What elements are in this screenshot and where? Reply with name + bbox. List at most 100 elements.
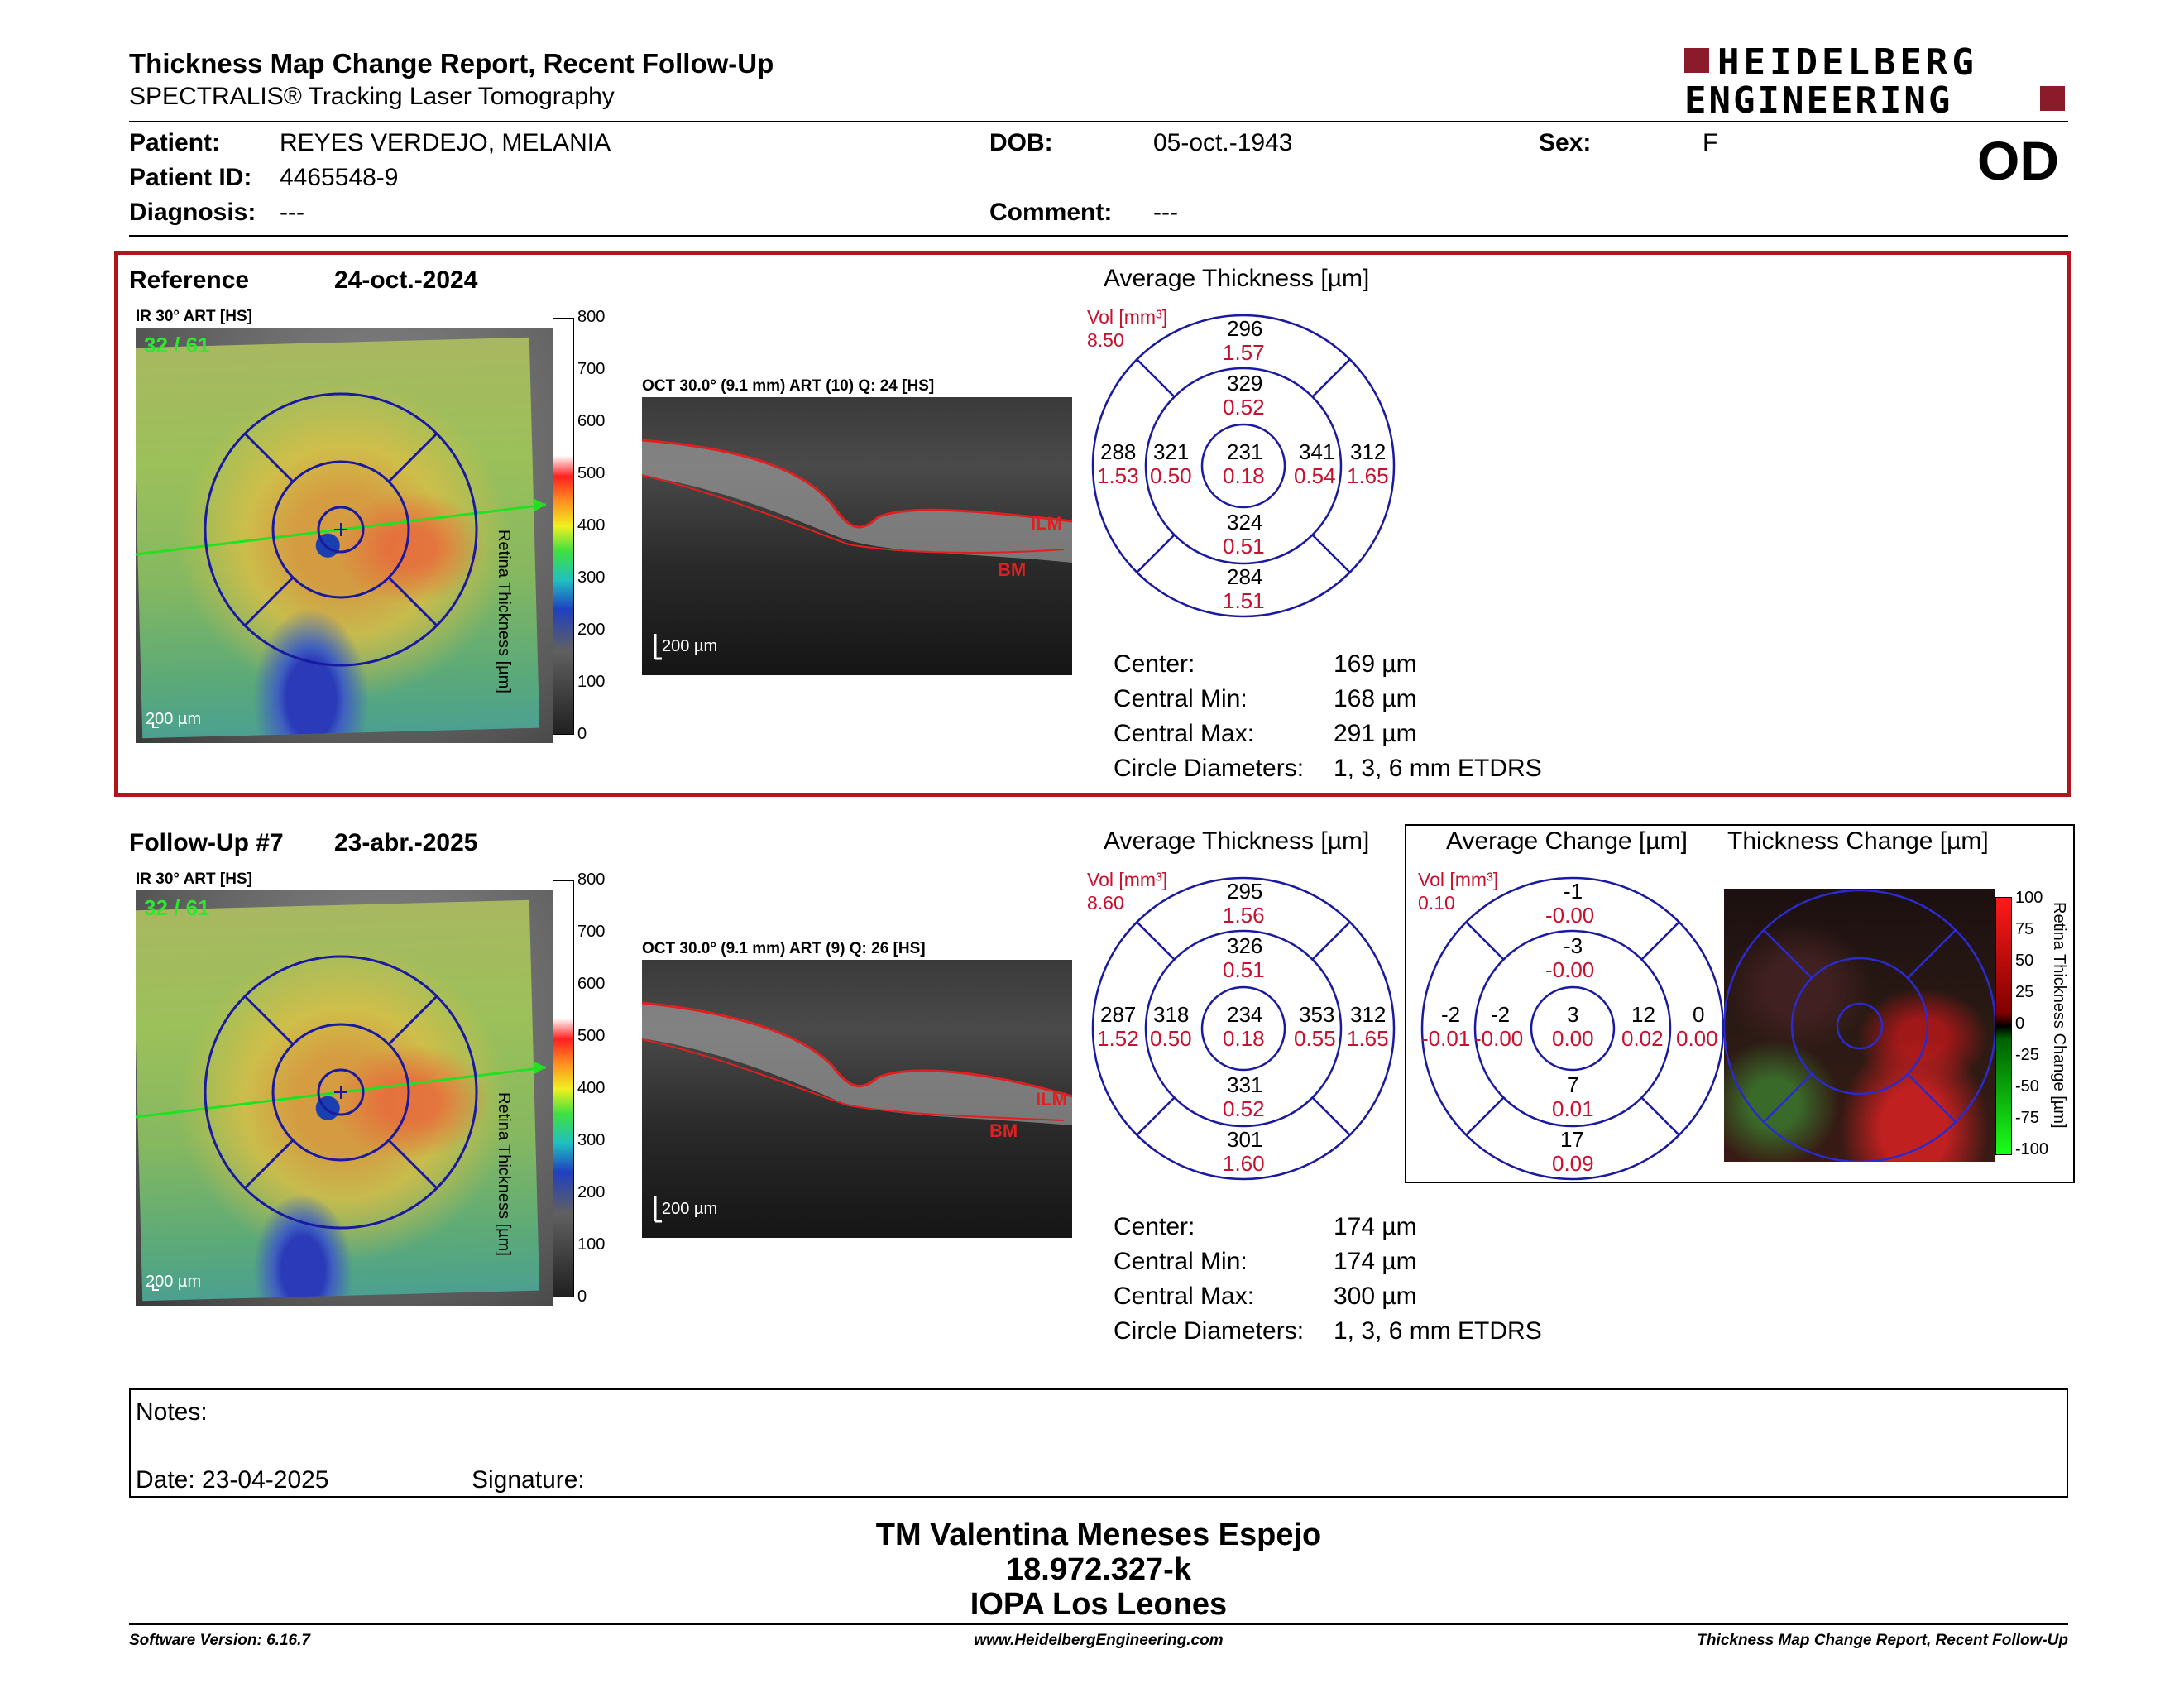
fu-scan-arrow: [533, 1061, 546, 1074]
ref-center-vol: 0.18: [1223, 463, 1265, 488]
fu-tick-3: 500: [577, 1027, 606, 1045]
thickness-change-title: Thickness Change [µm]: [1727, 827, 1989, 855]
dob-value: 05-oct.-1943: [1153, 129, 1293, 156]
reference-date: 24-oct.-2024: [334, 266, 478, 294]
thickness-change-map: [1724, 889, 1995, 1162]
fu-outer-left-vol: 1.52: [1097, 1026, 1139, 1051]
fu-tick-1: 700: [577, 923, 606, 941]
fu-outer-bottom: 301: [1227, 1127, 1263, 1152]
ref-tick-0: 800: [577, 308, 606, 326]
ref-tick-5: 300: [577, 568, 606, 587]
fu-scale-axis-label: Retina Thickness [µm]: [495, 1092, 513, 1256]
ref-scale-axis-label: Retina Thickness [µm]: [495, 530, 513, 693]
comment-value: ---: [1153, 199, 1178, 226]
sex-value: F: [1703, 129, 1718, 156]
fu-tick-2: 600: [577, 975, 606, 993]
ref-outer-left: 288: [1100, 439, 1137, 464]
fu-thickness-scale: [553, 880, 574, 1297]
fu-inner-left: 318: [1153, 1002, 1190, 1027]
fu-diam-value: 1, 3, 6 mm ETDRS: [1334, 1317, 1542, 1345]
ref-oct-scan: ILM BM 200 µm: [642, 397, 1072, 675]
notes-box[interactable]: [129, 1388, 2068, 1498]
chg-outer-right: 0: [1693, 1002, 1705, 1027]
ref-tick-4: 400: [577, 516, 606, 535]
ref-outer-top-vol: 1.57: [1223, 340, 1265, 365]
chg-tick-8: -100: [2015, 1140, 2049, 1158]
fu-outer-top-vol: 1.56: [1223, 903, 1265, 928]
change-vol-value: 0.10: [1418, 892, 1455, 914]
ref-tick-2: 600: [577, 412, 606, 430]
ref-max-value: 291 µm: [1334, 720, 1417, 747]
fu-etdrs-grid: 295 1.56 326 0.51 287 1.52 318 0.50 234 …: [1090, 875, 1396, 1182]
chg-tick-4: 0: [2015, 1014, 2025, 1033]
ref-inner-left-vol: 0.50: [1150, 463, 1192, 488]
ref-inner-right-vol: 0.54: [1294, 463, 1336, 488]
ref-avg-title: Average Thickness [µm]: [1104, 265, 1370, 292]
chg-center: 3: [1567, 1002, 1579, 1027]
comment-label: Comment:: [989, 199, 1113, 226]
software-version: Software Version: 6.16.7: [129, 1632, 310, 1649]
fu-inner-left-vol: 0.50: [1150, 1026, 1192, 1051]
fu-center: 234: [1227, 1002, 1263, 1027]
header-divider: [129, 121, 2068, 122]
ref-oct-label: OCT 30.0° (9.1 mm) ART (10) Q: 24 [HS]: [642, 377, 935, 395]
ref-tick-7: 100: [577, 673, 606, 691]
chg-center-vol: 0.00: [1552, 1026, 1594, 1051]
chg-outer-top-vol: -0.00: [1545, 903, 1595, 928]
fu-outer-left: 287: [1100, 1002, 1137, 1027]
fu-inner-bottom-vol: 0.52: [1223, 1096, 1265, 1121]
reference-frame: [114, 251, 2071, 797]
fu-outer-top: 295: [1227, 879, 1263, 904]
eye-label: OD: [1977, 130, 2059, 191]
heidelberg-logo: HEIDELBERG ENGINEERING: [1684, 41, 2068, 122]
change-scale: [1995, 897, 2012, 1155]
fu-outer-right: 312: [1350, 1002, 1387, 1027]
footer-divider: [129, 1623, 2068, 1625]
ref-diam-label: Circle Diameters:: [1114, 755, 1305, 782]
signer-name: TM Valentina Meneses Espejo: [875, 1518, 1322, 1552]
ref-min-value: 168 µm: [1334, 685, 1417, 712]
ref-inner-top: 329: [1227, 371, 1263, 396]
fu-oct-scan: ILM BM 200 µm: [642, 960, 1072, 1238]
report-subtitle: SPECTRALIS® Tracking Laser Tomography: [129, 83, 615, 110]
patient-name: REYES VERDEJO, MELANIA: [280, 129, 611, 156]
ref-diam-value: 1, 3, 6 mm ETDRS: [1334, 755, 1542, 782]
ref-inner-right: 341: [1299, 439, 1335, 464]
change-panel: [1405, 824, 2075, 1183]
chg-inner-top: -3: [1564, 933, 1583, 958]
fu-vol-value: 8.60: [1087, 892, 1124, 914]
fu-inner-right-vol: 0.55: [1294, 1026, 1336, 1051]
chg-inner-left: -2: [1491, 1002, 1511, 1027]
fu-oct-label: OCT 30.0° (9.1 mm) ART (9) Q: 26 [HS]: [642, 940, 926, 957]
signature-label: Signature:: [472, 1466, 585, 1494]
chg-outer-bottom: 17: [1560, 1127, 1584, 1152]
fu-thickness-map: 32 / 61 200 µm: [136, 890, 553, 1306]
fu-inner-top: 326: [1227, 933, 1263, 958]
logo-line1: HEIDELBERG: [1717, 41, 1978, 84]
ref-etdrs-overlay: [136, 392, 547, 667]
fu-tick-5: 300: [577, 1131, 606, 1149]
fu-tick-7: 100: [577, 1235, 606, 1254]
patient-label: Patient:: [129, 129, 221, 156]
fu-ilm-label: ILM: [1036, 1089, 1067, 1110]
footer-url[interactable]: www.HeidelbergEngineering.com: [974, 1632, 1224, 1649]
ref-count: 32 / 61: [144, 333, 210, 357]
ref-inner-bottom-vol: 0.51: [1223, 534, 1265, 559]
notes-date: Date: 23-04-2025: [136, 1466, 329, 1494]
logo-line2: ENGINEERING: [1684, 79, 1953, 122]
fu-outer-right-vol: 1.65: [1347, 1026, 1389, 1051]
ref-ir-label: IR 30° ART [HS]: [136, 308, 252, 325]
followup-date: 23-abr.-2025: [334, 829, 478, 856]
fu-vol-label: Vol [mm³]: [1087, 869, 1168, 890]
ref-scan-arrow: [533, 498, 546, 511]
fu-diam-label: Circle Diameters:: [1114, 1317, 1305, 1345]
ref-thickness-scale: [553, 318, 574, 735]
ref-center-value: 169 µm: [1334, 650, 1417, 678]
ref-tick-6: 200: [577, 621, 606, 639]
chg-inner-right-vol: 0.02: [1621, 1026, 1664, 1051]
ref-map-scalebar: 200 µm: [146, 710, 202, 728]
followup-label: Follow-Up #7: [129, 829, 284, 856]
fu-center-value: 174 µm: [1334, 1213, 1417, 1240]
ref-max-label: Central Max:: [1114, 720, 1255, 747]
fu-outer-bottom-vol: 1.60: [1223, 1151, 1265, 1176]
